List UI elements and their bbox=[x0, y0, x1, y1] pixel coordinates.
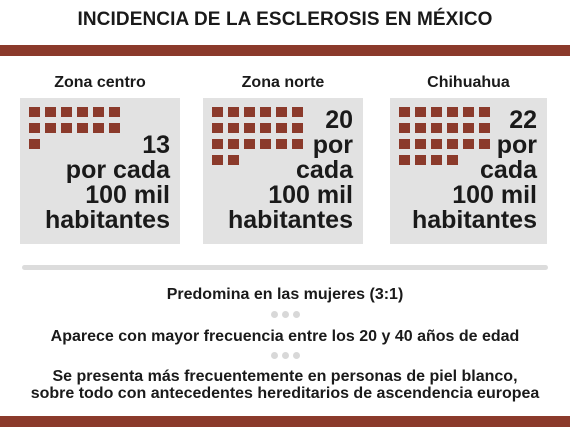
incidence-dot bbox=[244, 107, 255, 117]
stat-number: 13 bbox=[142, 131, 170, 159]
dots-separator bbox=[271, 311, 301, 318]
incidence-dot bbox=[399, 139, 410, 149]
incidence-dot bbox=[244, 123, 255, 133]
incidence-dot bbox=[77, 123, 88, 133]
zone-card-chihuahua: 22 por cada 100 mil habitantes bbox=[390, 98, 547, 244]
incidence-dot bbox=[431, 139, 442, 149]
stat-line: cada bbox=[296, 156, 353, 184]
incidence-dot bbox=[447, 155, 458, 165]
zone-stat-norte: 20 por cada 100 mil habitantes bbox=[228, 108, 353, 233]
incidence-dot bbox=[77, 107, 88, 117]
incidence-dot bbox=[109, 107, 120, 117]
incidence-dot bbox=[212, 123, 223, 133]
fact-age-range: Aparece con mayor frecuencia entre los 2… bbox=[50, 328, 520, 345]
incidence-dot bbox=[244, 139, 255, 149]
incidence-dot bbox=[260, 139, 271, 149]
incidence-dot bbox=[212, 139, 223, 149]
incidence-dot bbox=[228, 107, 239, 117]
stat-number: 22 bbox=[509, 106, 537, 134]
section-divider bbox=[22, 265, 548, 270]
incidence-dot bbox=[463, 107, 474, 117]
incidence-dot bbox=[45, 107, 56, 117]
incidence-dot bbox=[415, 139, 426, 149]
incidence-dot bbox=[399, 155, 410, 165]
incidence-dot bbox=[276, 107, 287, 117]
incidence-dot bbox=[212, 155, 223, 165]
incidence-dot bbox=[260, 123, 271, 133]
zone-card-centro: 13 por cada 100 mil habitantes bbox=[20, 98, 180, 244]
zone-card-norte: 20 por cada 100 mil habitantes bbox=[203, 98, 363, 244]
incidence-dot bbox=[276, 123, 287, 133]
stat-line: 100 mil bbox=[268, 181, 353, 209]
stat-line: por bbox=[312, 131, 353, 159]
incidence-dot bbox=[415, 123, 426, 133]
bottom-accent-bar bbox=[0, 416, 570, 427]
incidence-dot bbox=[109, 123, 120, 133]
zone-label-norte: Zona norte bbox=[241, 74, 325, 91]
incidence-dot bbox=[447, 139, 458, 149]
incidence-dot bbox=[479, 107, 490, 117]
incidence-dot bbox=[276, 139, 287, 149]
incidence-dot bbox=[29, 107, 40, 117]
fact-skin-line1: Se presenta más frecuentemente en person… bbox=[52, 368, 518, 385]
incidence-dot bbox=[292, 123, 303, 133]
incidence-dot bbox=[29, 139, 40, 149]
incidence-dot bbox=[479, 139, 490, 149]
stat-line: 100 mil bbox=[85, 181, 170, 209]
incidence-dot bbox=[447, 123, 458, 133]
incidence-dot bbox=[431, 155, 442, 165]
incidence-dot bbox=[292, 107, 303, 117]
top-accent-bar bbox=[0, 45, 570, 56]
stat-line: por bbox=[496, 131, 537, 159]
fact-skin-line2: sobre todo con antecedentes hereditarios… bbox=[30, 385, 540, 402]
incidence-dot bbox=[415, 107, 426, 117]
incidence-dot bbox=[463, 123, 474, 133]
stat-line: por cada bbox=[65, 156, 170, 184]
incidence-dot bbox=[212, 107, 223, 117]
fact-women-ratio: Predomina en las mujeres (3:1) bbox=[166, 286, 404, 303]
incidence-dot bbox=[479, 123, 490, 133]
zone-label-centro: Zona centro bbox=[54, 74, 146, 91]
incidence-dot bbox=[292, 139, 303, 149]
incidence-dot bbox=[431, 123, 442, 133]
incidence-dot bbox=[29, 123, 40, 133]
incidence-dot bbox=[415, 155, 426, 165]
stat-line: 100 mil bbox=[452, 181, 537, 209]
incidence-dot bbox=[228, 155, 239, 165]
stat-line: habitantes bbox=[44, 206, 170, 234]
page-title: INCIDENCIA DE LA ESCLEROSIS EN MÉXICO bbox=[77, 9, 493, 30]
incidence-dot bbox=[447, 107, 458, 117]
stat-number: 20 bbox=[325, 106, 353, 134]
incidence-dot bbox=[463, 139, 474, 149]
stat-line: habitantes bbox=[227, 206, 353, 234]
incidence-dot bbox=[399, 123, 410, 133]
incidence-dot bbox=[228, 123, 239, 133]
zone-stat-centro: 13 por cada 100 mil habitantes bbox=[45, 133, 170, 233]
incidence-dot bbox=[45, 123, 56, 133]
stat-line: cada bbox=[480, 156, 537, 184]
incidence-dot bbox=[61, 107, 72, 117]
incidence-dot bbox=[260, 107, 271, 117]
incidence-dot bbox=[61, 123, 72, 133]
incidence-dot bbox=[228, 139, 239, 149]
incidence-dot bbox=[399, 107, 410, 117]
incidence-dot bbox=[431, 107, 442, 117]
zone-stat-chihuahua: 22 por cada 100 mil habitantes bbox=[412, 108, 537, 233]
incidence-dot bbox=[93, 107, 104, 117]
dots-separator bbox=[271, 352, 301, 359]
zone-label-chihuahua: Chihuahua bbox=[427, 74, 510, 91]
incidence-dot bbox=[93, 123, 104, 133]
stat-line: habitantes bbox=[411, 206, 537, 234]
